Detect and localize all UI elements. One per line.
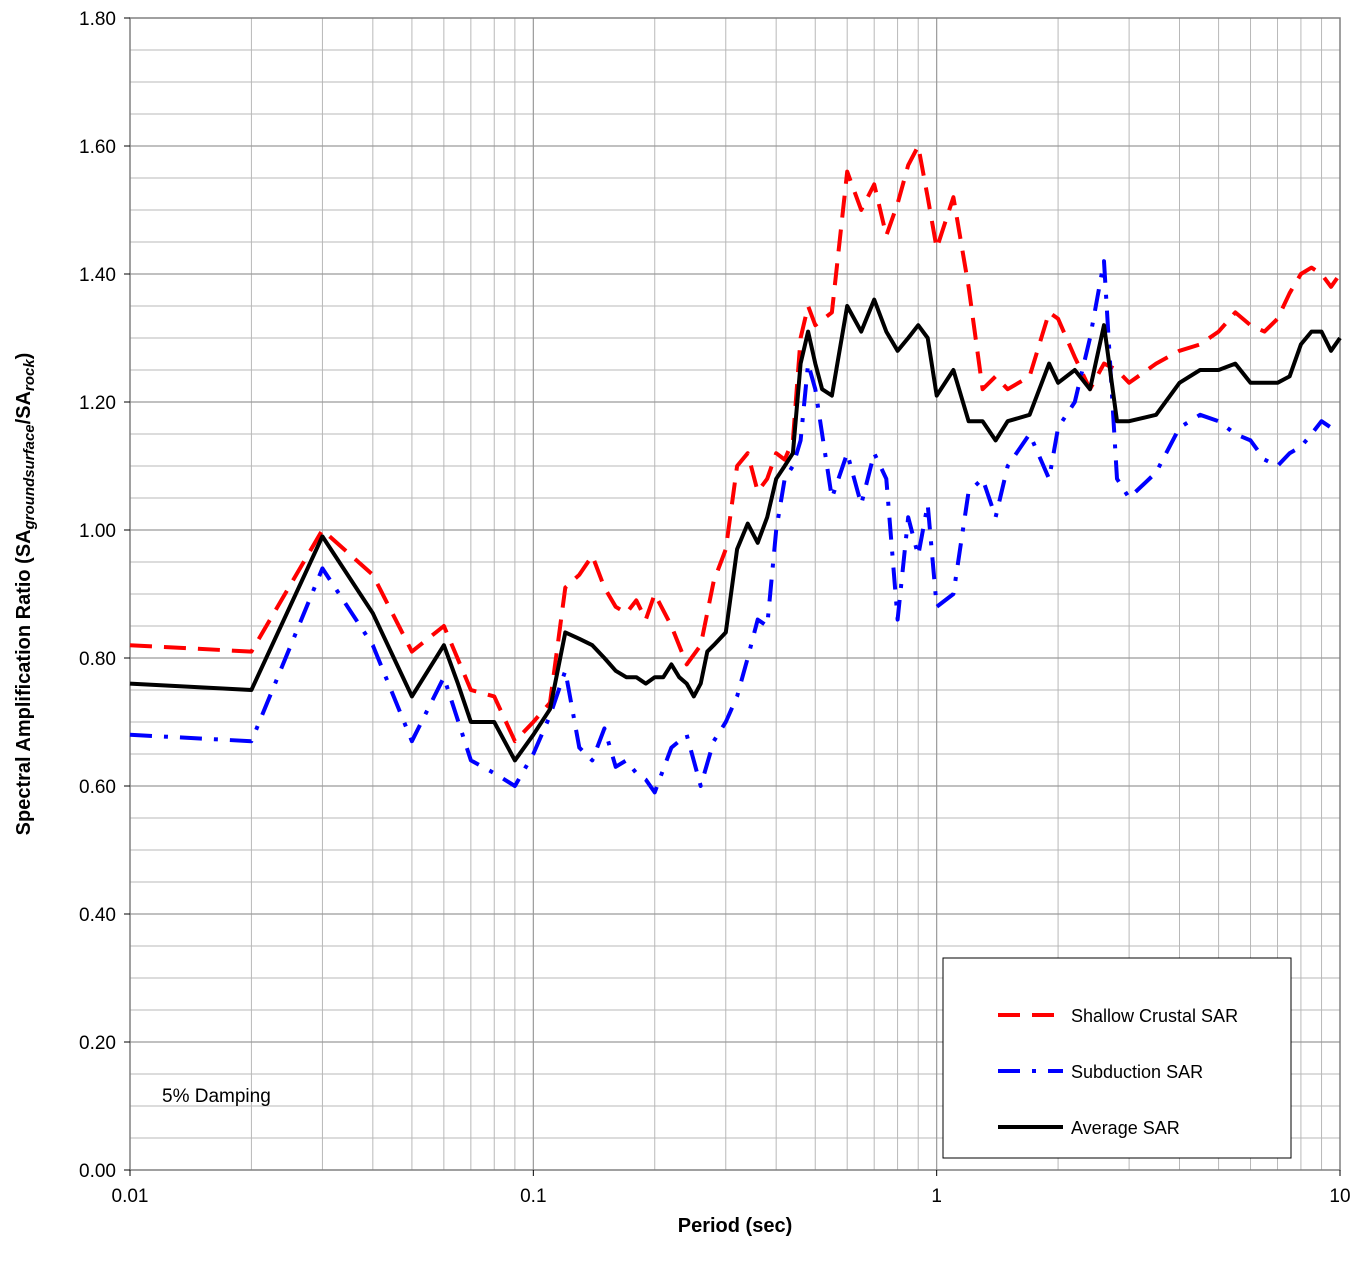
damping-annotation: 5% Damping — [162, 1086, 271, 1107]
legend-label: Subduction SAR — [1071, 1062, 1203, 1082]
x-tick-label: 0.01 — [112, 1186, 149, 1207]
grid-major — [130, 18, 1340, 1170]
y-axis-ticks: 0.00 0.20 0.40 0.60 0.80 1.00 1.20 1.40 1.60 1.80 — [79, 9, 130, 1182]
y-tick-label: 1.00 — [79, 521, 116, 542]
y-tick-label: 1.60 — [79, 137, 116, 158]
plot-frame — [129, 17, 1341, 1171]
y-axis-title-mid: /SA — [13, 391, 35, 424]
y-tick-label: 0.40 — [79, 905, 116, 926]
y-axis-title-sub2: rock — [21, 359, 38, 391]
x-axis-title: Period (sec) — [678, 1215, 792, 1237]
series-line-average-sar — [129, 297, 1342, 763]
y-axis-title-main: Spectral Amplification Ratio (SA — [13, 529, 35, 835]
y-tick-label: 1.20 — [79, 393, 116, 414]
y-axis-title: Spectral Amplification Ratio (SAgroundsu… — [13, 353, 38, 836]
y-axis-title-end: ) — [13, 353, 35, 360]
y-tick-label: 0.00 — [79, 1161, 116, 1182]
x-tick-label: 1 — [931, 1186, 942, 1207]
y-tick-label: 0.60 — [79, 777, 116, 798]
series-line-shallow-crustal-sar — [129, 144, 1342, 744]
y-tick-label: 1.40 — [79, 265, 116, 286]
series-line-subduction-sar — [129, 259, 1340, 795]
series-lines — [129, 144, 1342, 795]
legend-label: Average SAR — [1071, 1118, 1180, 1138]
legend-label: Shallow Crustal SAR — [1071, 1006, 1238, 1026]
legend-box — [942, 957, 1292, 1159]
x-axis-ticks: 0.01 0.1 1 10 — [112, 1170, 1351, 1207]
y-tick-label: 0.80 — [79, 649, 116, 670]
y-tick-label: 0.20 — [79, 1033, 116, 1054]
legend: Shallow Crustal SAR Subduction SAR Average… — [942, 957, 1292, 1159]
y-axis-title-sub1: groundsurface — [21, 424, 38, 530]
x-tick-label: 0.1 — [520, 1186, 546, 1207]
y-tick-label: 1.80 — [79, 9, 116, 30]
x-tick-label: 10 — [1329, 1186, 1350, 1207]
